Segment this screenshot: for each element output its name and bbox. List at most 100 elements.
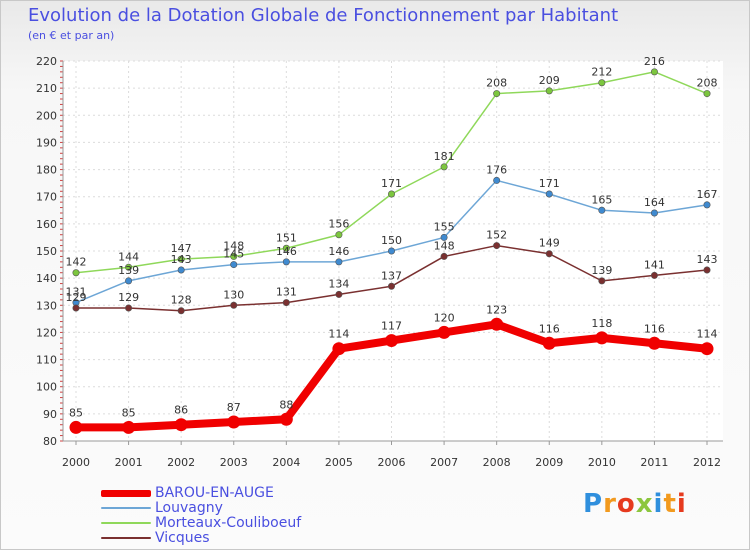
data-label-vicques: 143: [697, 253, 718, 266]
data-label-morteaux-couliboeuf: 144: [118, 250, 139, 263]
legend-swatch: [101, 507, 151, 509]
x-tick-label: 2006: [378, 456, 406, 469]
data-point-barou-en-auge: [595, 331, 609, 345]
data-label-morteaux-couliboeuf: 181: [434, 150, 455, 163]
legend-swatch: [101, 522, 151, 524]
x-tick-label: 2012: [693, 456, 721, 469]
data-point-louvagny: [177, 266, 185, 274]
data-point-morteaux-couliboeuf: [650, 68, 658, 76]
data-label-louvagny: 139: [118, 264, 139, 277]
data-label-louvagny: 176: [486, 163, 507, 176]
y-tick-label: 200: [36, 109, 57, 122]
data-point-vicques: [703, 266, 711, 274]
y-tick-label: 140: [36, 272, 57, 285]
data-point-barou-en-auge: [437, 325, 451, 339]
data-label-vicques: 131: [276, 286, 297, 299]
data-point-morteaux-couliboeuf: [282, 244, 290, 252]
data-label-vicques: 128: [171, 294, 192, 307]
data-label-barou-en-auge: 85: [122, 406, 136, 419]
data-label-vicques: 129: [66, 291, 87, 304]
legend-swatch: [101, 490, 151, 497]
data-point-vicques: [493, 242, 501, 250]
data-label-louvagny: 143: [171, 253, 192, 266]
x-tick-label: 2010: [588, 456, 616, 469]
data-label-louvagny: 164: [644, 196, 665, 209]
data-label-louvagny: 165: [591, 193, 612, 206]
data-label-morteaux-couliboeuf: 212: [591, 66, 612, 79]
data-point-louvagny: [230, 261, 238, 269]
data-point-barou-en-auge: [332, 342, 346, 356]
legend-label: Vicques: [155, 530, 210, 546]
data-point-morteaux-couliboeuf: [493, 90, 501, 98]
chart-title: Evolution de la Dotation Globale de Fonc…: [28, 5, 619, 26]
data-point-vicques: [335, 290, 343, 298]
data-label-layer: 142 144 147 148 151 156 171 181 208 209 212 216 208 1…: [66, 55, 718, 420]
x-tick-label: 2011: [640, 456, 668, 469]
data-label-louvagny: 155: [434, 220, 455, 233]
data-point-barou-en-auge: [122, 420, 136, 434]
data-point-louvagny: [703, 201, 711, 209]
data-label-barou-en-auge: 87: [227, 401, 241, 414]
legend-label: BAROU-EN-AUGE: [155, 485, 274, 501]
data-label-barou-en-auge: 85: [69, 406, 83, 419]
data-point-louvagny: [387, 247, 395, 255]
y-tick-label: 180: [36, 164, 57, 177]
y-tick-label: 90: [43, 408, 57, 421]
legend-swatch: [101, 537, 151, 539]
data-label-barou-en-auge: 114: [328, 328, 349, 341]
data-point-louvagny: [440, 233, 448, 241]
data-label-barou-en-auge: 114: [697, 328, 718, 341]
data-label-barou-en-auge: 117: [381, 320, 402, 333]
data-point-louvagny: [650, 209, 658, 217]
y-tick-label: 100: [36, 381, 57, 394]
data-label-louvagny: 145: [223, 248, 244, 261]
data-point-barou-en-auge: [69, 420, 83, 434]
data-label-morteaux-couliboeuf: 147: [171, 242, 192, 255]
x-tick-label: 2005: [325, 456, 353, 469]
data-point-barou-en-auge: [227, 415, 241, 429]
data-point-morteaux-couliboeuf: [177, 255, 185, 263]
data-label-vicques: 149: [539, 237, 560, 250]
data-point-morteaux-couliboeuf: [72, 269, 80, 277]
data-point-barou-en-auge: [490, 317, 504, 331]
y-tick-label: 160: [36, 218, 57, 231]
data-label-vicques: 152: [486, 229, 507, 242]
data-label-morteaux-couliboeuf: 148: [223, 239, 244, 252]
data-point-vicques: [230, 301, 238, 309]
y-tick-label: 170: [36, 191, 57, 204]
data-label-vicques: 139: [591, 264, 612, 277]
data-point-morteaux-couliboeuf: [387, 190, 395, 198]
data-point-vicques: [440, 252, 448, 260]
y-tick-label: 150: [36, 245, 57, 258]
y-tick-label: 80: [43, 435, 57, 448]
data-point-vicques: [72, 304, 80, 312]
data-point-barou-en-auge: [279, 412, 293, 426]
data-point-morteaux-couliboeuf: [545, 87, 553, 95]
data-point-vicques: [125, 304, 133, 312]
data-point-barou-en-auge: [647, 336, 661, 350]
data-label-vicques: 130: [223, 288, 244, 301]
data-label-morteaux-couliboeuf: 171: [381, 177, 402, 190]
data-label-barou-en-auge: 123: [486, 303, 507, 316]
data-label-louvagny: 167: [697, 188, 718, 201]
proxiti-logo: Proxiti: [583, 489, 687, 519]
y-tick-label: 120: [36, 326, 57, 339]
data-label-morteaux-couliboeuf: 216: [644, 55, 665, 68]
data-point-vicques: [177, 307, 185, 315]
data-label-vicques: 141: [644, 258, 665, 271]
data-point-vicques: [650, 271, 658, 279]
x-tick-label: 2001: [115, 456, 143, 469]
data-label-morteaux-couliboeuf: 209: [539, 74, 560, 87]
y-tick-label: 210: [36, 82, 57, 95]
data-point-morteaux-couliboeuf: [598, 79, 606, 87]
y-tick-label: 220: [36, 55, 57, 68]
legend-label: Morteaux-Couliboeuf: [155, 515, 302, 531]
data-point-vicques: [545, 250, 553, 258]
data-label-louvagny: 131: [66, 286, 87, 299]
legend-label: Louvagny: [155, 500, 223, 516]
data-label-morteaux-couliboeuf: 142: [66, 256, 87, 269]
data-point-morteaux-couliboeuf: [335, 231, 343, 239]
data-label-vicques: 137: [381, 269, 402, 282]
